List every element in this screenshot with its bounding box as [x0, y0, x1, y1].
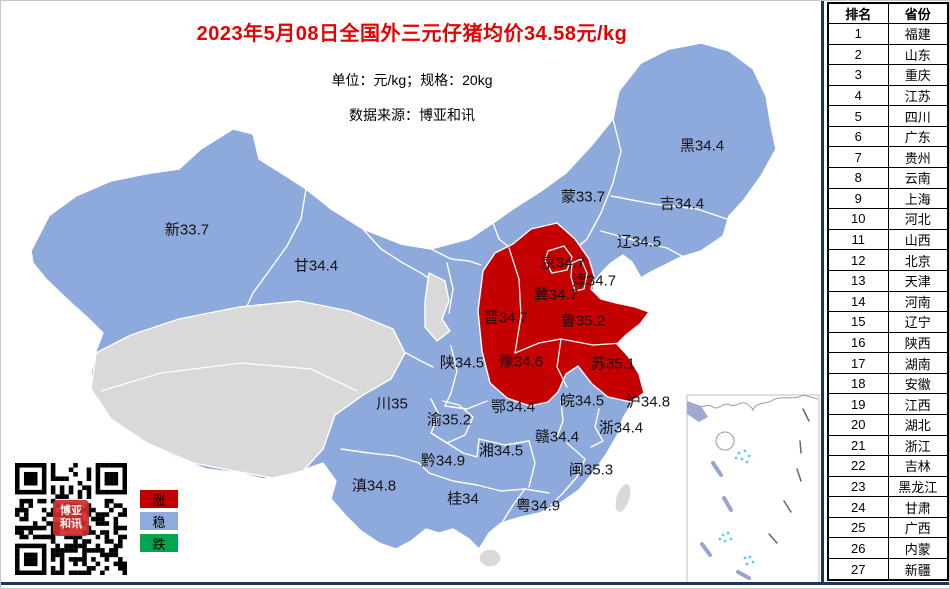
table-row: 4 江苏	[827, 84, 949, 107]
subtitle-unit: 单位：元/kg；规格：20kg	[331, 72, 493, 88]
table-row: 22 吉林	[827, 455, 949, 477]
china-price-map	[30, 42, 820, 585]
table-row: 5 四川	[827, 105, 949, 127]
table-row: 23 黑龙江	[827, 475, 949, 498]
tibet-qinghai-border	[100, 362, 358, 392]
table-row: 14 河南	[827, 290, 949, 313]
table-row: 17 湖南	[827, 352, 949, 374]
table-row: 19 江西	[827, 393, 949, 415]
table-row: 27 新疆	[827, 558, 949, 581]
table-row: 3 重庆	[827, 64, 949, 86]
legend-rise-swatch: 涨	[140, 490, 178, 508]
table-row: 6 广东	[827, 125, 949, 148]
table-row: 25 广西	[827, 516, 949, 539]
table-row: 1 福建	[827, 23, 949, 45]
table-row: 7 贵州	[827, 146, 949, 169]
table-row: 9 上海	[827, 187, 949, 210]
nine-dash-line	[700, 461, 751, 580]
table-row: 21 浙江	[827, 434, 949, 457]
table-row: 2 山东	[827, 43, 949, 66]
qr-code-icon	[15, 463, 127, 575]
table-header-cell: 省份	[887, 2, 949, 24]
island-dots	[718, 449, 755, 566]
table-row: 15 辽宁	[827, 311, 949, 333]
table-row: 13 天津	[827, 269, 949, 292]
table-header-row: 排名 省份	[827, 2, 949, 24]
legend-stable-label: 稳	[152, 514, 166, 530]
table-row: 16 陕西	[827, 331, 949, 354]
seal-text-line2: 和讯	[60, 518, 82, 530]
legend-fall-swatch: 跌	[140, 534, 178, 552]
table-row: 12 北京	[827, 249, 949, 271]
table-row: 24 甘肃	[827, 496, 949, 518]
table-row: 8 云南	[827, 167, 949, 189]
table-header-cell: 排名	[827, 2, 889, 24]
boyahexun-seal-icon: 博亚 和讯	[53, 500, 89, 536]
page-title: 2023年5月08日全国外三元仔猪均价34.58元/kg	[196, 23, 628, 45]
ranking-table-body: 1 福建 2 山东 3 重庆 4 江苏 5 四川 6 广东 7 贵州 8 云南 9 上海 10 河北 11 山西 12 北京 1…	[827, 23, 949, 581]
ranking-table: 排名 省份 1 福建 2 山东 3 重庆 4 江苏 5 四川 6 广东 7 贵州 8 云南 9 上海 10 河北 11 山西…	[827, 2, 949, 581]
table-row: 10 河北	[827, 208, 949, 230]
map-nodata-region	[90, 272, 632, 568]
table-row: 18 安徽	[827, 372, 949, 395]
legend-stable-swatch: 稳	[140, 512, 178, 530]
legend: 涨 稳 跌	[140, 490, 178, 556]
map-rise-region	[477, 222, 650, 407]
bottom-border-line	[1, 582, 949, 585]
legend-fall-label: 跌	[152, 536, 166, 552]
table-divider-line	[821, 1, 824, 582]
table-row: 11 山西	[827, 228, 949, 251]
legend-rise-label: 涨	[152, 492, 166, 508]
seal-text-line1: 博亚	[60, 505, 82, 518]
south-china-sea-inset	[686, 394, 820, 585]
subtitle-source: 数据来源：博亚和讯	[349, 107, 475, 123]
table-row: 20 湖北	[827, 413, 949, 436]
province-borders	[246, 118, 728, 522]
table-row: 26 内蒙	[827, 537, 949, 560]
